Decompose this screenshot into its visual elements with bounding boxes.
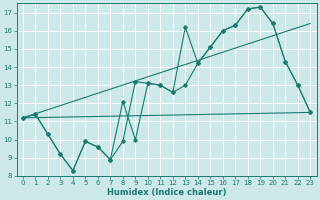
X-axis label: Humidex (Indice chaleur): Humidex (Indice chaleur) [107, 188, 226, 197]
